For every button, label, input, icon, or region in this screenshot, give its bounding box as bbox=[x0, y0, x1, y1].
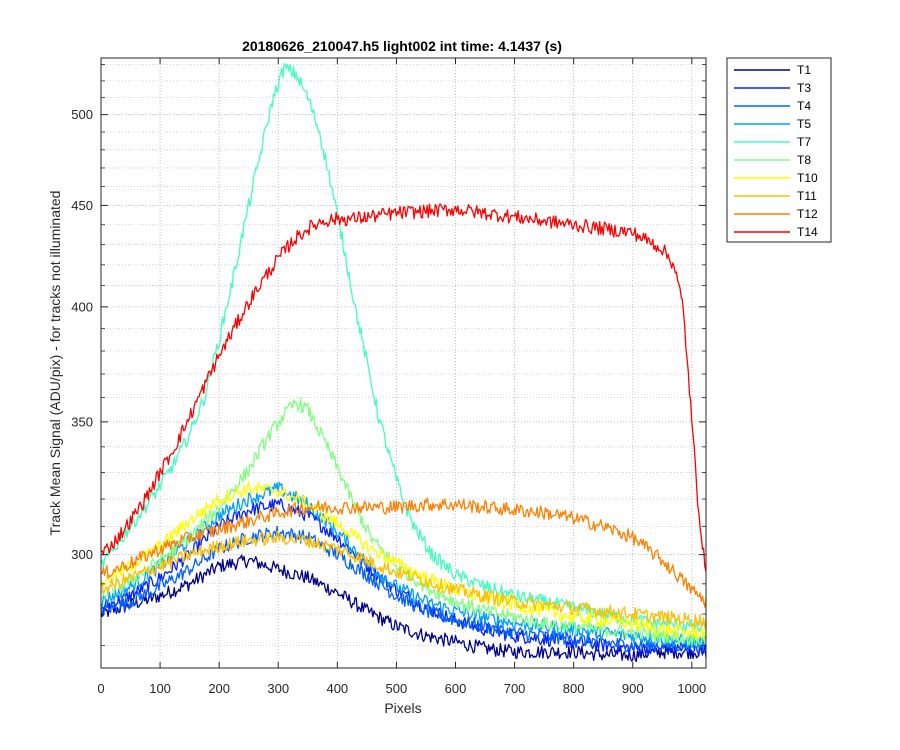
legend-label-t3: T3 bbox=[797, 81, 811, 95]
y-tick-label: 350 bbox=[71, 414, 93, 429]
x-tick-label: 100 bbox=[149, 681, 171, 696]
y-tick-label: 450 bbox=[71, 198, 93, 213]
x-tick-label: 900 bbox=[622, 681, 644, 696]
series-line-t1 bbox=[100, 554, 707, 663]
legend-label-t10: T10 bbox=[797, 171, 818, 185]
series-line-t3 bbox=[100, 498, 707, 657]
series-line-t4 bbox=[100, 525, 707, 653]
y-tick-label: 500 bbox=[71, 107, 93, 122]
x-tick-label: 1000 bbox=[677, 681, 706, 696]
legend-label-t14: T14 bbox=[797, 225, 818, 239]
legend-label-t7: T7 bbox=[797, 135, 811, 149]
legend-label-t11: T11 bbox=[797, 189, 817, 203]
plot-frame bbox=[100, 57, 707, 669]
series-line-t12 bbox=[100, 497, 707, 608]
y-axis-ticks: 300 350 400 450 500 bbox=[71, 64, 706, 646]
minor-grid bbox=[101, 64, 706, 646]
y-tick-label: 300 bbox=[71, 547, 93, 562]
series-lines bbox=[100, 62, 707, 663]
y-axis-label: Track Mean Signal (ADU/pix) - for tracks… bbox=[47, 191, 63, 536]
legend: T1 T3 T4 T5 T7 T8 T10 T11 T12 T14 bbox=[726, 57, 832, 243]
x-axis-label: Pixels bbox=[384, 700, 421, 716]
y-tick-label: 400 bbox=[71, 299, 93, 314]
series-line-t14 bbox=[100, 203, 707, 572]
major-grid bbox=[100, 58, 706, 668]
legend-label-t8: T8 bbox=[797, 153, 811, 167]
x-tick-label: 600 bbox=[445, 681, 467, 696]
chart-title: 20180626_210047.h5 light002 int time: 4.… bbox=[242, 38, 562, 54]
x-tick-label: 500 bbox=[386, 681, 408, 696]
x-tick-label: 800 bbox=[563, 681, 585, 696]
plot-area: 0 100 200 300 400 500 600 700 800 900 1000 300 350 4… bbox=[71, 57, 707, 696]
x-tick-label: 200 bbox=[208, 681, 230, 696]
legend-label-t12: T12 bbox=[797, 207, 818, 221]
x-tick-label: 0 bbox=[97, 681, 104, 696]
legend-label-t4: T4 bbox=[797, 99, 811, 113]
legend-label-t1: T1 bbox=[797, 63, 811, 77]
x-tick-label: 400 bbox=[326, 681, 348, 696]
x-tick-label: 300 bbox=[267, 681, 289, 696]
legend-entries: T1 T3 T4 T5 T7 T8 T10 T11 T12 T14 bbox=[734, 63, 818, 239]
series-line-t11 bbox=[100, 530, 707, 628]
x-tick-label: 700 bbox=[504, 681, 526, 696]
x-axis-ticks: 0 100 200 300 400 500 600 700 800 900 1000 bbox=[97, 58, 706, 696]
legend-label-t5: T5 bbox=[797, 117, 811, 131]
